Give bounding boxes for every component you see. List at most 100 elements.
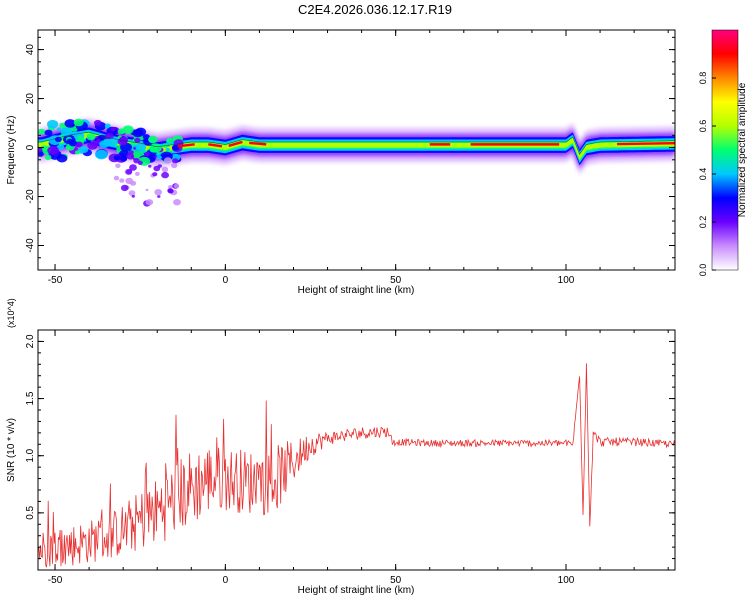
spectral-peak-segment — [249, 141, 267, 146]
spectral-blob — [129, 164, 137, 171]
spectral-blob — [120, 156, 128, 162]
spectral-blob — [154, 189, 162, 196]
spectral-blob — [148, 164, 152, 168]
spectral-blob — [73, 118, 84, 127]
spectral-blob — [171, 162, 178, 169]
spectral-blob — [59, 122, 66, 128]
spectrogram-heatmap — [38, 118, 675, 207]
spectral-blob — [142, 134, 150, 140]
spectral-blob — [38, 147, 43, 153]
spectral-blob — [144, 151, 150, 156]
colorbar-tick-label: 0.0 — [698, 264, 708, 277]
spectrogram-xtick-label: 100 — [558, 275, 575, 286]
spectral-blob — [148, 135, 158, 144]
spectral-peak-segment — [228, 140, 243, 147]
spectral-blob — [125, 177, 134, 185]
spectral-blob — [60, 127, 73, 137]
spectral-blob — [75, 143, 81, 148]
spectral-blob — [164, 157, 172, 164]
snr-xtick-label: 0 — [223, 575, 229, 586]
snr-xtick-label: -50 — [48, 575, 63, 586]
spectral-blob — [156, 155, 162, 160]
spectral-blob — [117, 128, 126, 135]
spectral-blob — [149, 143, 162, 153]
spectral-blob — [125, 169, 133, 175]
spectral-blob — [93, 119, 102, 126]
snr-frame — [37, 329, 676, 571]
spectral-blob — [126, 152, 135, 160]
spectrogram-ticks: -50 0 50 100 -40 -20 0 20 40 — [25, 30, 675, 286]
colorbar-tick-label: 0.4 — [698, 168, 708, 181]
spectral-blob — [152, 172, 158, 177]
spectral-blob — [137, 160, 143, 165]
spectral-blob — [74, 150, 80, 155]
colorbar: 0.0 0.2 0.4 0.6 0.8 Normalized spectral ampl… — [698, 29, 748, 277]
spectral-blob — [173, 199, 181, 206]
snr-panel: -50 0 50 100 0.5 1.0 1.5 2.0 Height of straight… — [6, 298, 676, 596]
snr-ytick-label: 1.5 — [25, 391, 36, 405]
spectral-blob — [96, 138, 101, 143]
colorbar-tick-label: 0.2 — [698, 216, 708, 229]
spectrogram-ytick-label: 0 — [25, 144, 36, 150]
snr-ytick-label: 2.0 — [25, 334, 36, 348]
snr-xtick-label: 100 — [558, 575, 575, 586]
colorbar-tick-label: 0.8 — [698, 72, 708, 85]
spectrogram-xlabel: Height of straight line (km) — [298, 285, 415, 296]
snr-ytick-label: 0.5 — [25, 505, 36, 519]
spectral-blob — [110, 127, 117, 132]
spectral-blob — [44, 129, 53, 136]
spectral-blob — [161, 171, 170, 179]
spectral-blob — [157, 195, 161, 198]
spectrogram-xtick-label: 50 — [390, 275, 402, 286]
spectral-blob — [38, 128, 46, 135]
spectral-blob — [113, 175, 120, 181]
snr-series-line — [38, 363, 675, 568]
spectral-band-5 — [38, 132, 675, 160]
spectral-blob — [117, 137, 128, 146]
snr-exponent-label: (x10^4) — [6, 298, 16, 328]
spectral-blob — [120, 184, 129, 192]
colorbar-label: Normalized spectral amplitude — [737, 82, 748, 217]
spectrogram-ytick-label: -40 — [25, 238, 36, 253]
spectrogram-xtick-label: -50 — [48, 275, 63, 286]
spectral-blob — [165, 147, 170, 152]
spectrogram-xtick-label: 0 — [223, 275, 229, 286]
snr-background — [38, 330, 675, 570]
spectral-blob — [105, 125, 110, 129]
snr-ticks: -50 0 50 100 0.5 1.0 1.5 2.0 — [25, 330, 675, 586]
spectral-blob — [56, 127, 62, 132]
spectral-blob — [135, 143, 147, 152]
spectral-blob — [132, 129, 144, 138]
spectral-blob — [113, 155, 121, 161]
spectral-peak-segment — [617, 141, 675, 146]
spectral-blob — [56, 144, 65, 150]
colorbar-ticks: 0.0 0.2 0.4 0.6 0.8 — [698, 72, 716, 277]
snr-ylabel: SNR (10 * v/v) — [6, 418, 17, 482]
spectral-blob — [173, 183, 180, 189]
spectral-blob — [56, 154, 68, 163]
spectral-blob — [38, 151, 44, 157]
spectral-blob — [153, 165, 161, 172]
spectral-blob — [77, 135, 83, 140]
spectral-peak-segment — [177, 143, 195, 148]
figure-title: C2E4.2026.036.12.17.R19 — [298, 2, 452, 17]
spectrogram-ylabel: Frequency (Hz) — [6, 116, 17, 185]
spectral-blob — [172, 144, 180, 151]
spectrogram-ytick-label: -20 — [25, 189, 36, 204]
spectrogram-panel: -50 0 50 100 -40 -20 0 20 40 Height of straight … — [6, 29, 676, 296]
spectral-blob — [119, 178, 125, 183]
colorbar-gradient — [711, 29, 739, 271]
spectral-blob — [166, 137, 174, 144]
spectral-blob — [115, 163, 121, 169]
spectrogram-ytick-label: 20 — [25, 93, 36, 105]
spectral-ridge-edge — [38, 131, 675, 155]
spectral-blob — [86, 133, 96, 141]
spectral-blob — [47, 146, 59, 155]
colorbar-tick-label: 0.6 — [698, 120, 708, 133]
spectral-blob — [134, 137, 141, 143]
spectral-blob — [103, 139, 113, 146]
spectral-blob — [131, 194, 135, 198]
spectral-blob — [167, 188, 173, 194]
snr-ytick-label: 1.0 — [25, 448, 36, 462]
